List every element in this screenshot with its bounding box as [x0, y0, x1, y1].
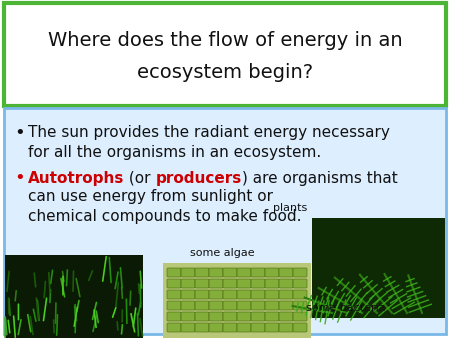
- FancyBboxPatch shape: [223, 290, 237, 299]
- FancyBboxPatch shape: [223, 323, 237, 332]
- FancyBboxPatch shape: [251, 323, 265, 332]
- FancyBboxPatch shape: [265, 268, 279, 277]
- Text: The sun provides the radiant energy necessary: The sun provides the radiant energy nece…: [28, 125, 390, 141]
- FancyBboxPatch shape: [251, 279, 265, 288]
- FancyBboxPatch shape: [265, 279, 279, 288]
- Text: can use energy from sunlight or: can use energy from sunlight or: [28, 190, 273, 204]
- FancyBboxPatch shape: [293, 279, 307, 288]
- FancyBboxPatch shape: [195, 279, 209, 288]
- FancyBboxPatch shape: [181, 312, 195, 321]
- FancyBboxPatch shape: [293, 312, 307, 321]
- Text: chemical compounds to make food.: chemical compounds to make food.: [28, 209, 302, 223]
- FancyBboxPatch shape: [293, 268, 307, 277]
- FancyBboxPatch shape: [293, 323, 307, 332]
- FancyBboxPatch shape: [279, 290, 293, 299]
- FancyBboxPatch shape: [251, 301, 265, 310]
- FancyBboxPatch shape: [4, 108, 446, 334]
- Text: some bacteria: some bacteria: [306, 303, 386, 313]
- FancyBboxPatch shape: [279, 279, 293, 288]
- FancyBboxPatch shape: [237, 279, 251, 288]
- FancyBboxPatch shape: [209, 301, 223, 310]
- Text: for all the organisms in an ecosystem.: for all the organisms in an ecosystem.: [28, 145, 321, 160]
- FancyBboxPatch shape: [265, 323, 279, 332]
- FancyBboxPatch shape: [251, 268, 265, 277]
- FancyBboxPatch shape: [167, 268, 181, 277]
- Text: Autotrophs: Autotrophs: [28, 170, 124, 186]
- FancyBboxPatch shape: [195, 268, 209, 277]
- FancyBboxPatch shape: [237, 290, 251, 299]
- FancyBboxPatch shape: [265, 301, 279, 310]
- FancyBboxPatch shape: [293, 301, 307, 310]
- Text: Where does the flow of energy in an: Where does the flow of energy in an: [48, 30, 402, 49]
- Text: producers: producers: [156, 170, 242, 186]
- FancyBboxPatch shape: [167, 279, 181, 288]
- FancyBboxPatch shape: [237, 312, 251, 321]
- FancyBboxPatch shape: [265, 290, 279, 299]
- FancyBboxPatch shape: [312, 218, 445, 318]
- FancyBboxPatch shape: [223, 268, 237, 277]
- FancyBboxPatch shape: [195, 301, 209, 310]
- FancyBboxPatch shape: [167, 301, 181, 310]
- FancyBboxPatch shape: [223, 279, 237, 288]
- FancyBboxPatch shape: [251, 312, 265, 321]
- FancyBboxPatch shape: [181, 290, 195, 299]
- FancyBboxPatch shape: [237, 268, 251, 277]
- FancyBboxPatch shape: [167, 312, 181, 321]
- FancyBboxPatch shape: [195, 290, 209, 299]
- Text: •: •: [14, 169, 25, 187]
- FancyBboxPatch shape: [163, 263, 311, 338]
- Text: ecosystem begin?: ecosystem begin?: [137, 63, 313, 81]
- FancyBboxPatch shape: [223, 312, 237, 321]
- FancyBboxPatch shape: [223, 301, 237, 310]
- FancyBboxPatch shape: [265, 312, 279, 321]
- FancyBboxPatch shape: [237, 323, 251, 332]
- Text: ) are organisms that: ) are organisms that: [242, 170, 398, 186]
- FancyBboxPatch shape: [209, 323, 223, 332]
- FancyBboxPatch shape: [4, 3, 446, 106]
- FancyBboxPatch shape: [209, 312, 223, 321]
- FancyBboxPatch shape: [181, 301, 195, 310]
- Text: •: •: [14, 124, 25, 142]
- FancyBboxPatch shape: [251, 290, 265, 299]
- FancyBboxPatch shape: [237, 301, 251, 310]
- FancyBboxPatch shape: [167, 323, 181, 332]
- FancyBboxPatch shape: [279, 268, 293, 277]
- FancyBboxPatch shape: [293, 290, 307, 299]
- FancyBboxPatch shape: [279, 323, 293, 332]
- FancyBboxPatch shape: [279, 301, 293, 310]
- Text: plants: plants: [273, 203, 307, 213]
- FancyBboxPatch shape: [181, 323, 195, 332]
- Text: some algae: some algae: [190, 248, 254, 258]
- FancyBboxPatch shape: [181, 268, 195, 277]
- FancyBboxPatch shape: [209, 279, 223, 288]
- FancyBboxPatch shape: [209, 290, 223, 299]
- FancyBboxPatch shape: [181, 279, 195, 288]
- FancyBboxPatch shape: [167, 290, 181, 299]
- FancyBboxPatch shape: [5, 255, 143, 338]
- FancyBboxPatch shape: [195, 312, 209, 321]
- FancyBboxPatch shape: [209, 268, 223, 277]
- FancyBboxPatch shape: [279, 312, 293, 321]
- Text: (or: (or: [124, 170, 156, 186]
- FancyBboxPatch shape: [195, 323, 209, 332]
